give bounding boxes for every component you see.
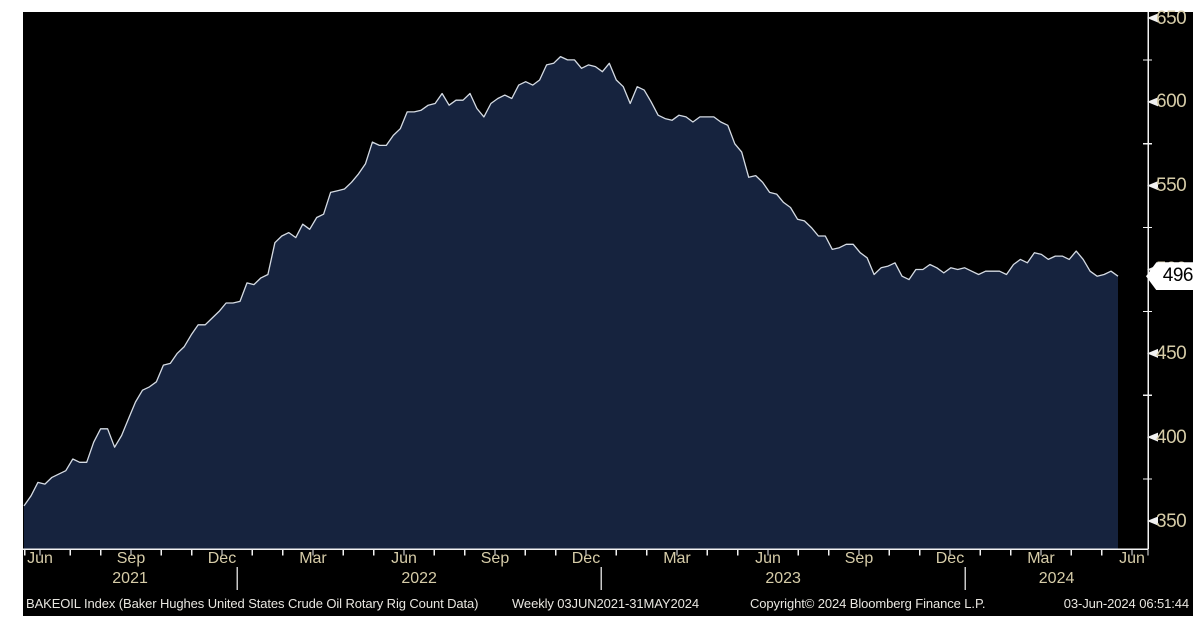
copyright-text: Copyright© 2024 Bloomberg Finance L.P. bbox=[750, 596, 986, 611]
y-major-tick bbox=[1147, 432, 1158, 442]
chart-period: Weekly 03JUN2021-31MAY2024 bbox=[512, 596, 699, 611]
last-value-badge: 496 bbox=[1146, 262, 1198, 291]
series-line bbox=[23, 55, 1119, 507]
y-major-tick bbox=[1147, 181, 1158, 191]
y-major-tick bbox=[1147, 348, 1158, 358]
status-bar: BAKEOIL Index (Baker Hughes United State… bbox=[23, 591, 1193, 616]
y-major-tick bbox=[1147, 97, 1158, 107]
y-major-tick bbox=[1147, 516, 1158, 526]
chart-title: BAKEOIL Index (Baker Hughes United State… bbox=[26, 596, 479, 611]
area-fill bbox=[24, 56, 1118, 549]
y-major-tick bbox=[1147, 13, 1158, 23]
last-value-text: 496 bbox=[1162, 265, 1194, 287]
timestamp: 03-Jun-2024 06:51:44 bbox=[1063, 596, 1189, 611]
